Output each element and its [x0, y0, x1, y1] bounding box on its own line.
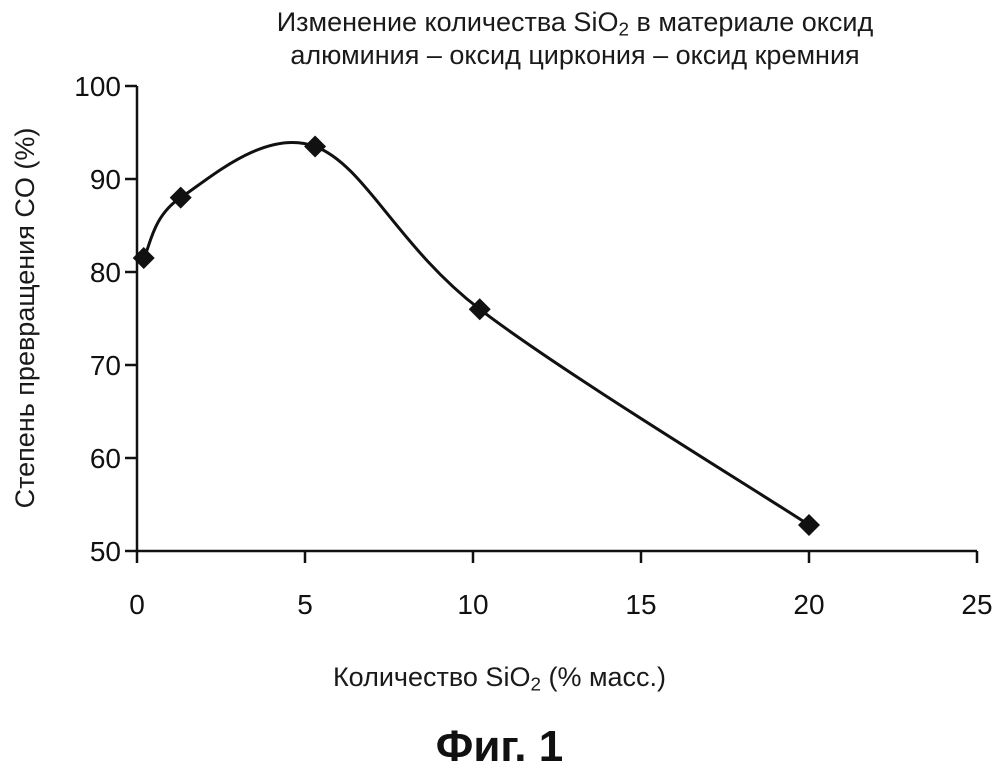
data-point-marker	[304, 135, 326, 157]
x-tick-label: 0	[129, 589, 145, 620]
x-tick-label: 20	[793, 589, 824, 620]
y-tick-label: 50	[90, 536, 121, 567]
y-tick-label: 60	[90, 443, 121, 474]
data-point-marker	[798, 514, 820, 536]
figure-caption: Фиг. 1	[0, 722, 999, 772]
y-tick-label: 90	[90, 164, 121, 195]
x-axis-label: Количество SiO2 (% масс.)	[0, 662, 999, 693]
x-tick-label: 15	[625, 589, 656, 620]
x-tick-label: 5	[297, 589, 313, 620]
series-line	[144, 142, 809, 525]
x-tick-label: 25	[961, 589, 992, 620]
y-tick-label: 100	[74, 71, 121, 102]
y-tick-label: 80	[90, 257, 121, 288]
x-tick-label: 10	[457, 589, 488, 620]
y-tick-label: 70	[90, 350, 121, 381]
